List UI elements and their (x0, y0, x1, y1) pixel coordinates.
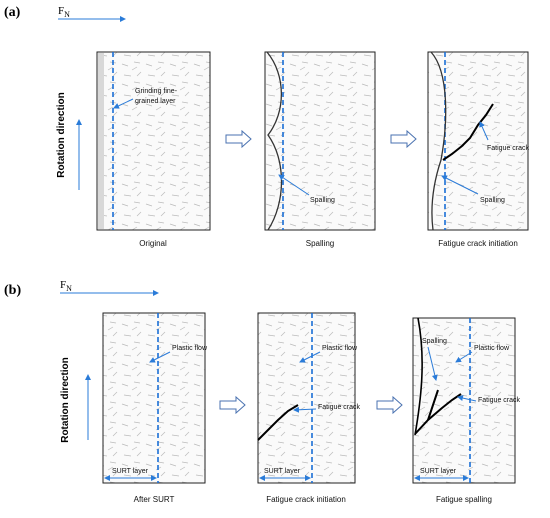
pointer (455, 351, 473, 363)
fatigue-crack-branch (427, 389, 439, 421)
note: Spalling (310, 197, 335, 204)
panel-label: (a) (4, 5, 21, 20)
pointer (479, 121, 489, 141)
caption: Fatigue crack initiation (266, 495, 346, 504)
fatigue-crack (414, 393, 462, 435)
pointer (293, 406, 317, 413)
force-label: FN (58, 5, 70, 19)
note: Fatigue crack (487, 145, 530, 152)
spalling-profile (266, 51, 283, 231)
note: SURT layer (112, 468, 149, 475)
force-main: F (60, 279, 66, 291)
rotation-label: Rotation direction (60, 357, 71, 443)
pointer (149, 351, 171, 363)
step-arrow (219, 395, 246, 415)
note: Plastic flow (474, 345, 510, 352)
note: SURT layer (420, 468, 457, 475)
fatigue-crack (442, 103, 494, 161)
pointer (441, 175, 479, 195)
note: Spalling (480, 197, 505, 204)
micrograph (412, 317, 516, 484)
caption: Spalling (306, 239, 334, 248)
step-arrow (225, 129, 252, 149)
pointer (457, 395, 477, 402)
note: Grinding fine- (135, 88, 178, 95)
step-arrow (376, 395, 403, 415)
pointer (278, 174, 310, 196)
panel-label: (b) (4, 283, 21, 298)
note: Fatigue crack (318, 404, 361, 411)
pointer (299, 351, 321, 363)
note: Plastic flow (322, 345, 358, 352)
pointer (427, 346, 438, 381)
note: SURT layer (264, 468, 301, 475)
fatigue-crack (257, 404, 299, 441)
note: Spalling (422, 338, 447, 345)
pointer (113, 98, 134, 109)
spalling-profile (414, 317, 423, 436)
spalling-profile (430, 51, 447, 231)
force-sub: N (66, 284, 72, 293)
micrograph (257, 312, 356, 484)
note: Plastic flow (172, 345, 208, 352)
caption: Fatigue crack initiation (438, 239, 518, 248)
rotation-label: Rotation direction (56, 92, 67, 178)
note: grained layer (135, 98, 176, 105)
caption: Fatigue spalling (436, 495, 492, 504)
note: Fatigue crack (478, 397, 521, 404)
force-main: F (58, 5, 64, 17)
micrograph (102, 312, 206, 484)
caption: After SURT (134, 495, 175, 504)
caption: Original (139, 239, 167, 248)
force-sub: N (64, 10, 70, 19)
ground-layer (98, 53, 104, 229)
force-label: FN (60, 279, 72, 293)
step-arrow (390, 129, 417, 149)
micrograph (96, 51, 211, 231)
